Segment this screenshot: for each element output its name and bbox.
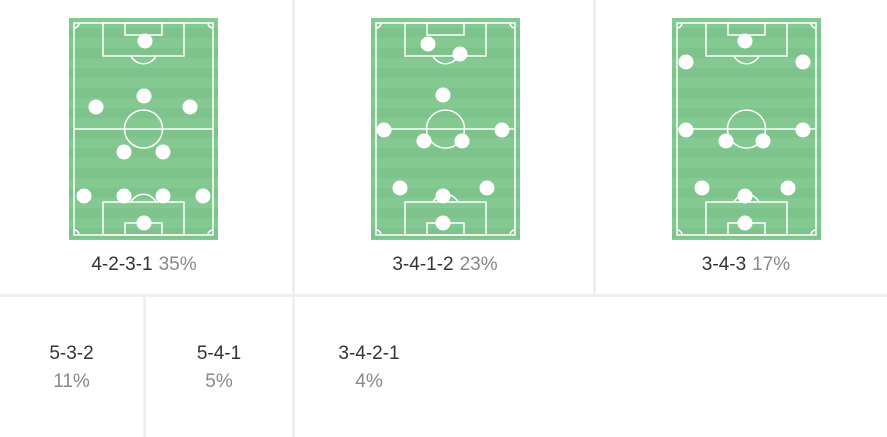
pitch-stripe — [672, 98, 821, 108]
player-marker — [435, 215, 451, 231]
pitch-stripe — [672, 178, 821, 188]
corner-arc — [207, 229, 214, 236]
pitch-stripe — [69, 198, 218, 208]
corner-arc — [73, 22, 80, 29]
corner-arc — [375, 229, 382, 236]
player-marker — [452, 46, 468, 62]
pitch-stripe — [69, 238, 218, 240]
goal-box-top — [426, 22, 465, 36]
player-marker — [136, 88, 152, 104]
corner-arc — [810, 22, 817, 29]
pitch — [69, 18, 218, 240]
penalty-arc-top — [130, 55, 157, 65]
pitch-stripe — [371, 118, 520, 128]
player-marker — [420, 36, 436, 52]
player-marker — [755, 133, 771, 149]
formation-card-3-4-2-1[interactable]: 3-4-2-1 4% — [295, 343, 443, 393]
formation-name: 5-4-1 — [196, 343, 242, 364]
player-marker — [737, 215, 753, 231]
formation-card-5-4-1[interactable]: 5-4-1 5% — [146, 343, 292, 393]
divider — [593, 0, 596, 295]
player-marker — [435, 188, 451, 204]
player-marker — [737, 33, 753, 49]
corner-arc — [73, 229, 80, 236]
player-marker — [494, 122, 510, 138]
player-marker — [678, 122, 694, 138]
player-marker — [376, 122, 392, 138]
pitch-stripe — [371, 98, 520, 108]
center-circle — [726, 109, 767, 149]
pitch-stripe — [69, 78, 218, 88]
formation-name: 4-2-3-1 — [91, 254, 153, 275]
divider — [143, 295, 146, 437]
divider — [292, 0, 295, 437]
pitch-stripe — [371, 38, 520, 48]
player-marker — [155, 144, 171, 160]
corner-arc — [676, 229, 683, 236]
pitch-stripe — [672, 138, 821, 148]
center-circle — [123, 109, 164, 149]
player-marker — [136, 215, 152, 231]
pitch-stripe — [69, 118, 218, 128]
player-marker — [454, 133, 470, 149]
formation-name: 3-4-2-1 — [338, 343, 400, 364]
player-marker — [137, 33, 153, 49]
formation-percent: 23% — [459, 254, 498, 275]
player-marker — [435, 87, 451, 103]
penalty-arc-top — [733, 55, 760, 65]
pitch-stripe — [69, 178, 218, 188]
player-marker — [737, 188, 753, 204]
player-marker — [116, 188, 132, 204]
pitch-stripe — [371, 178, 520, 188]
player-marker — [416, 133, 432, 149]
player-marker — [155, 188, 171, 204]
corner-arc — [207, 22, 214, 29]
pitch-stripe — [672, 78, 821, 88]
player-marker — [76, 188, 92, 204]
pitch-stripe — [672, 238, 821, 240]
pitch-stripe — [672, 118, 821, 128]
formation-percent: 17% — [752, 254, 791, 275]
pitch-stripe — [672, 158, 821, 168]
formation-percent: 35% — [158, 254, 197, 275]
pitch-stripe — [69, 158, 218, 168]
pitch — [672, 18, 821, 240]
formation-name: 5-3-2 — [49, 343, 94, 364]
divider — [0, 294, 887, 297]
player-marker — [116, 144, 132, 160]
pitch-stripe — [371, 238, 520, 240]
pitch-stripe — [371, 138, 520, 148]
formation-percent: 5% — [205, 371, 233, 392]
player-marker — [718, 133, 734, 149]
pitch-stripe — [69, 138, 218, 148]
corner-arc — [509, 22, 516, 29]
pitch-stripe — [371, 78, 520, 88]
penalty-arc-bottom — [130, 193, 157, 203]
formation-name: 3-4-1-2 — [392, 254, 454, 275]
player-marker — [795, 54, 811, 70]
corner-arc — [810, 229, 817, 236]
formation-percent: 11% — [53, 371, 90, 392]
player-marker — [88, 99, 104, 115]
player-marker — [795, 122, 811, 138]
center-circle — [425, 109, 466, 149]
formation-percent: 4% — [355, 371, 383, 392]
player-marker — [479, 180, 495, 196]
player-marker — [678, 54, 694, 70]
player-marker — [182, 99, 198, 115]
formation-card-5-3-2[interactable]: 5-3-2 11% — [0, 343, 143, 393]
corner-arc — [676, 22, 683, 29]
player-marker — [780, 180, 796, 196]
player-marker — [392, 180, 408, 196]
pitch — [371, 18, 520, 240]
player-marker — [694, 180, 710, 196]
player-marker — [195, 188, 211, 204]
formation-name: 3-4-3 — [701, 254, 747, 275]
corner-arc — [509, 229, 516, 236]
corner-arc — [375, 22, 382, 29]
pitch-stripe — [371, 158, 520, 168]
